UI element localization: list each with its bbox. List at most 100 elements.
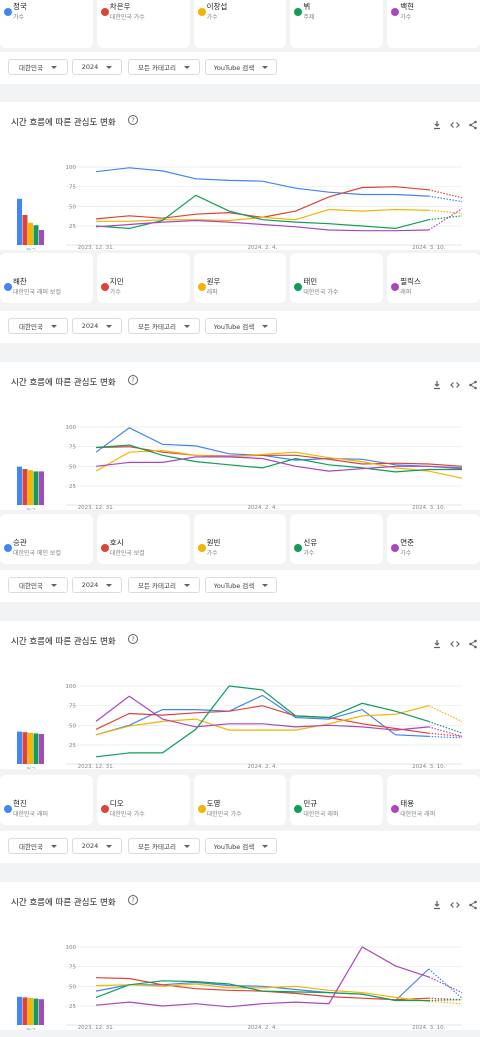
chevron-down-icon [262,65,269,69]
series-line [95,968,430,1002]
term-name: 정국 [13,2,27,11]
period-filter[interactable]: 2024 [72,838,122,854]
region-filter[interactable]: 대한민국 [8,577,68,593]
help-icon[interactable]: ? [128,375,138,385]
chevron-down-icon [50,844,57,848]
term-card[interactable]: 해찬 대한민국 래퍼 보컬 [0,253,93,303]
search-type-filter[interactable]: YouTube 검색 [205,577,277,593]
x-tick-label: 2024. 2. 4. [247,505,277,510]
average-bar [39,734,44,764]
y-tick-label: 75 [69,185,76,191]
x-tick-label: 2024. 2. 4. [247,1025,277,1030]
share-icon[interactable] [468,634,478,649]
term-card[interactable]: 차은우 대한민국 가수 [96,0,190,48]
term-card[interactable]: 승관 대한민국 메인 보컬 [0,514,93,564]
partial-series-line [428,976,463,994]
y-tick-label: 50 [69,204,76,210]
download-icon[interactable] [432,115,442,130]
term-card[interactable]: 도영 대한민국 가수 [193,775,287,825]
average-label: 평균 [26,767,36,769]
y-tick-label: 75 [69,704,76,710]
average-bar [28,222,33,245]
download-icon[interactable] [432,375,442,390]
term-name: 해찬 [13,277,27,286]
period-filter[interactable]: 2024 [72,59,122,75]
term-card[interactable]: 뷔 주제 [290,0,384,48]
share-icon[interactable] [468,375,478,390]
embed-code-icon[interactable] [450,634,460,647]
search-type-filter[interactable]: YouTube 검색 [205,838,277,854]
term-card[interactable]: 연준 가수 [387,514,480,564]
average-label: 평균 [26,248,36,250]
embed-code-icon[interactable] [450,375,460,388]
term-name: 이창섭 [206,2,228,11]
average-label: 평균 [26,508,36,510]
x-tick-label: 2024. 3. 10. [412,245,445,250]
share-icon[interactable] [468,895,478,910]
search-type-filter[interactable]: YouTube 검색 [205,318,277,334]
term-description: 대한민국 가수 [109,14,145,21]
term-card[interactable]: 이창섭 가수 [193,0,287,48]
series-color-dot [100,544,109,552]
term-card[interactable]: 태민 대한민국 가수 [290,253,384,303]
filter-label: 대한민국 [19,582,43,590]
category-filter[interactable]: 모든 카테고리 [128,577,200,593]
x-tick-label: 2024. 2. 4. [247,764,277,769]
filter-label: 모든 카테고리 [138,843,176,851]
term-card[interactable]: 백현 가수 [387,0,480,48]
region-filter[interactable]: 대한민국 [8,59,68,75]
y-tick-label: 75 [69,445,76,451]
chevron-down-icon [262,324,269,328]
filter-label: 대한민국 [19,323,43,331]
help-icon[interactable]: ? [128,634,138,644]
term-name: 뷔 [303,2,311,11]
term-card[interactable]: 신유 가수 [290,514,384,564]
category-filter[interactable]: 모든 카테고리 [128,318,200,334]
region-filter[interactable]: 대한민국 [8,838,68,854]
term-card[interactable]: 필릭스 래퍼 [387,253,480,303]
term-name: 원빈 [206,538,221,547]
term-card[interactable]: 현진 대한민국 래퍼 [0,775,93,825]
embed-code-icon[interactable] [450,895,460,908]
period-filter[interactable]: 2024 [72,577,122,593]
term-card[interactable]: 민규 대한민국 래퍼 [290,775,384,825]
term-card[interactable]: 디오 대한민국 가수 [96,775,190,825]
series-color-dot [294,805,303,813]
average-bar [22,997,28,1025]
filter-label: YouTube 검색 [213,323,255,331]
category-filter[interactable]: 모든 카테고리 [128,59,200,75]
term-card[interactable]: 지민 가수 [96,253,190,303]
partial-series-line [428,208,463,231]
region-filter[interactable]: 대한민국 [8,318,68,334]
term-card[interactable]: 태용 대한민국 래퍼 [387,775,480,825]
filter-label: YouTube 검색 [213,64,255,72]
filter-label: 2024 [81,63,99,71]
term-card[interactable]: 원우 래퍼 [193,253,287,303]
x-tick-label: 2023. 12. 31. [78,245,115,250]
category-filter[interactable]: 모든 카테고리 [128,838,200,854]
help-icon[interactable]: ? [128,895,138,905]
help-icon[interactable]: ? [128,115,138,125]
partial-series-line [428,215,463,221]
term-card[interactable]: 호시 대한민국 보컬 [96,514,190,564]
embed-code-icon[interactable] [450,115,460,128]
average-bar [33,733,39,764]
average-bar [39,230,44,245]
download-icon[interactable] [432,895,442,910]
series-color-dot [197,805,206,813]
average-bar [22,215,28,245]
share-icon[interactable] [468,115,478,130]
panel-title: 시간 흐름에 따른 관심도 변화 [11,637,116,647]
series-line [95,186,429,220]
download-icon[interactable] [432,634,442,649]
period-filter[interactable]: 2024 [72,318,122,334]
term-name: 호시 [109,538,124,547]
term-description: 가수 [13,14,25,21]
term-description: 가수 [206,550,218,557]
y-tick-label: 100 [66,425,77,431]
search-type-filter[interactable]: YouTube 검색 [205,59,277,75]
term-name: 연준 [400,538,414,547]
term-description: 대한민국 가수 [109,811,145,818]
